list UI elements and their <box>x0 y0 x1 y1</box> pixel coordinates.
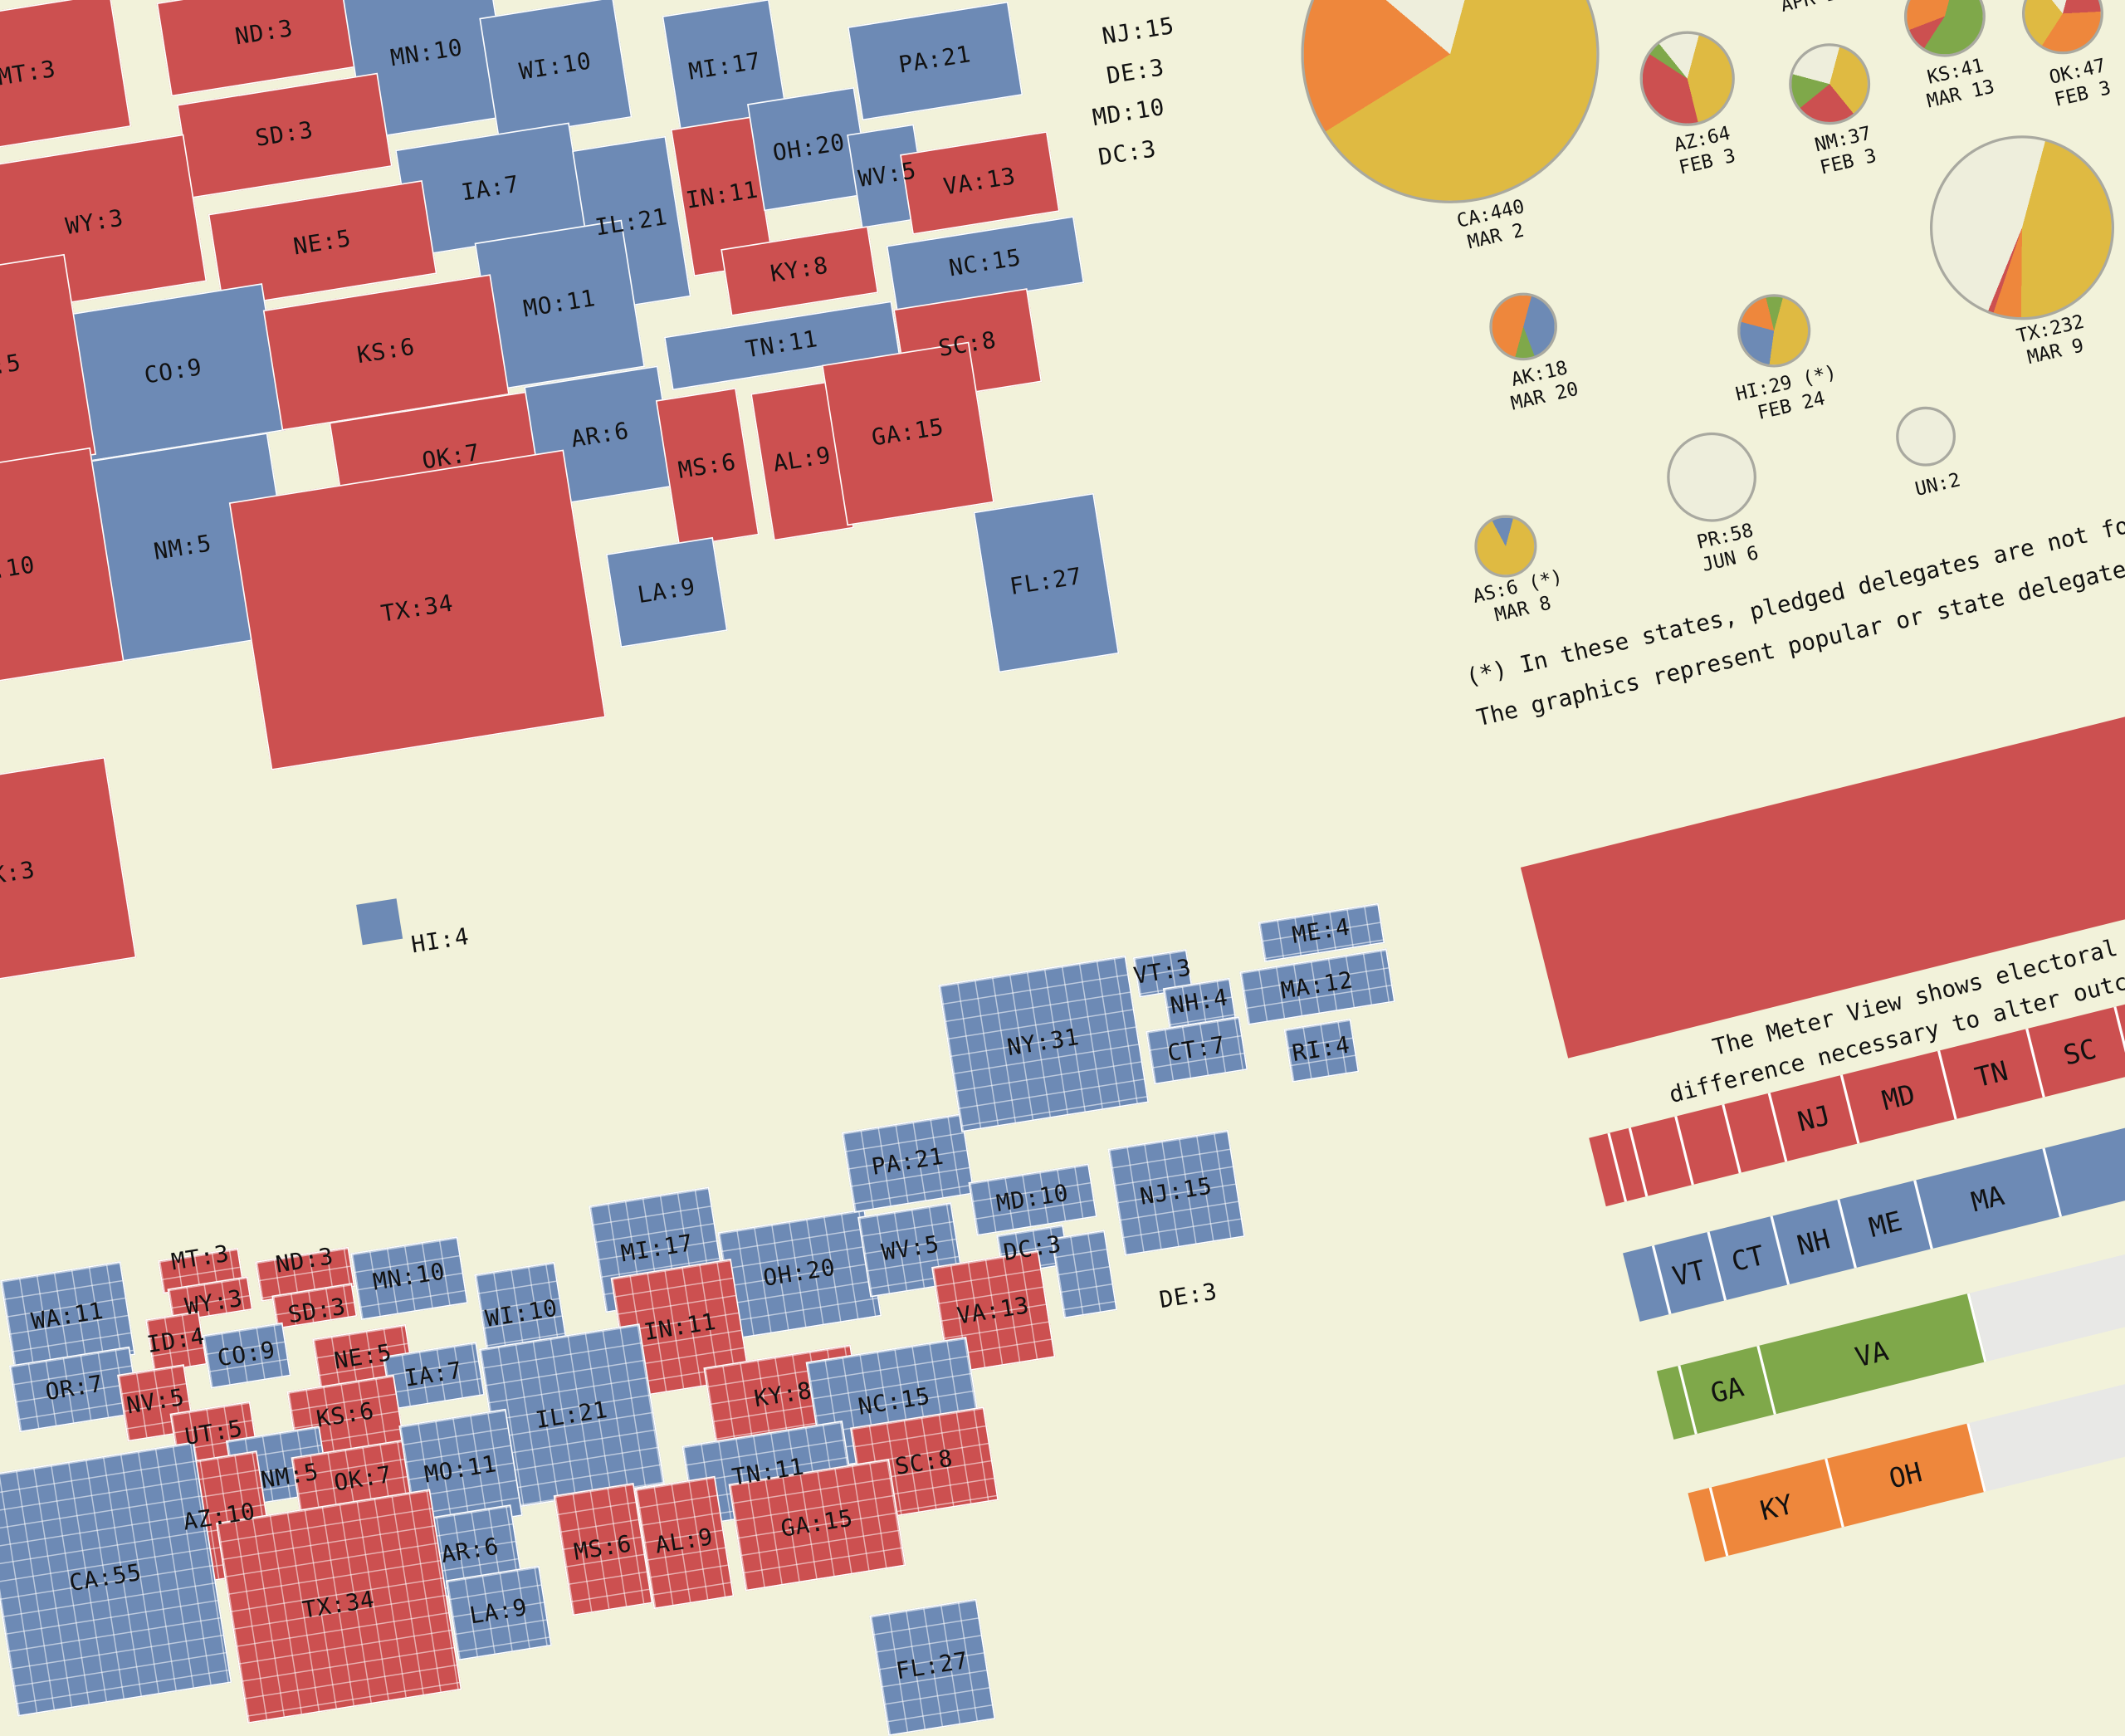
pie-chart <box>1789 43 1871 125</box>
pie-label: UN:2 <box>1913 470 1963 502</box>
pie-chart <box>1639 31 1735 126</box>
small-state-label: DE:3 <box>1104 54 1167 90</box>
pie-state-label: UN:2 <box>1912 469 1963 501</box>
pie-chart <box>2021 0 2103 55</box>
pie-label: HI:29 (*) FEB 24 <box>1734 362 1844 430</box>
tile-label: WY:3 <box>183 1285 246 1322</box>
pie-label: TX:232 MAR 9 <box>2015 311 2092 372</box>
meter-segment: MA <box>1916 1147 2062 1249</box>
tile-label: SD:3 <box>286 1293 349 1330</box>
pie-partial-label: APR 2 <box>1779 0 1839 17</box>
small-state-label: NJ:15 <box>1100 12 1177 51</box>
pie-chart <box>1667 432 1756 522</box>
state-shape <box>356 898 403 946</box>
pie-label: AK:18 MAR 20 <box>1504 356 1581 417</box>
small-state-label: CT <box>1115 0 1148 7</box>
pie-label: OK:47 FEB 3 <box>2047 55 2113 113</box>
pie-label: AZ:64 FEB 3 <box>1672 123 1738 181</box>
small-state-label: MD:10 <box>1091 94 1167 133</box>
meter-segment <box>2044 1083 2125 1217</box>
pie-chart <box>1896 406 1956 467</box>
meter-segment: SC <box>2028 1006 2125 1098</box>
pie-chart <box>1301 0 1600 203</box>
pie-chart <box>1929 135 2115 320</box>
pie-label: CA:440 MAR 2 <box>1455 196 1532 257</box>
meter-segment: KY <box>1711 1458 1844 1556</box>
pie-label: NM:37 FEB 3 <box>1813 123 1879 181</box>
pie-label: AS:6 (*) MAR 8 <box>1471 566 1571 632</box>
pie-chart <box>1737 294 1811 368</box>
meter-segment: MD <box>1842 1050 1957 1143</box>
pie-label: PR:58 JUN 6 <box>1695 520 1761 578</box>
meter-segment: VA <box>1759 1293 1987 1415</box>
pie-chart <box>1903 0 1986 57</box>
meter-segment: OH <box>1827 1422 1986 1528</box>
state-label: HI:4 <box>409 923 471 960</box>
tile-label: DE:3 <box>1157 1279 1219 1315</box>
pie-chart <box>1474 515 1537 578</box>
meter-segment: TN <box>1940 1028 2046 1119</box>
pie-chart <box>1489 292 1557 361</box>
small-state-label: DC:3 <box>1097 135 1159 172</box>
pie-label: KS:41 MAR 13 <box>1920 54 1997 115</box>
state-label: :5 <box>0 350 23 381</box>
